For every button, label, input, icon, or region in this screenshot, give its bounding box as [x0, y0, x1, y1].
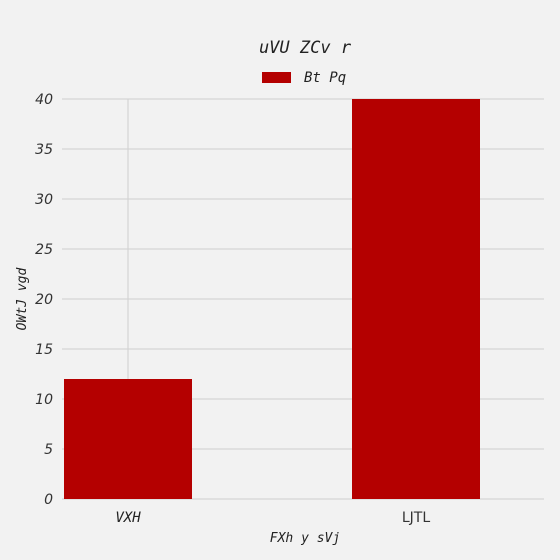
x-axis-label: FXh y sVj — [270, 531, 340, 546]
y-tick-label: 35 — [35, 142, 53, 158]
y-tick-label: 0 — [44, 492, 53, 508]
x-axis-ticks: VXH LJTL — [115, 510, 430, 526]
y-tick-label: 40 — [35, 92, 53, 108]
y-tick-label: 15 — [35, 342, 53, 358]
y-tick-label: 30 — [35, 192, 53, 208]
y-axis-label: OWtJ vgd — [15, 268, 30, 331]
chart-title: uVU ZCv r — [259, 38, 352, 58]
x-tick-label: LJTL — [402, 510, 430, 526]
legend-label: Bt Pq — [304, 70, 346, 86]
legend-swatch — [262, 72, 291, 83]
y-tick-label: 25 — [35, 242, 53, 258]
bar-ljtl — [352, 99, 480, 499]
y-tick-label: 10 — [35, 392, 53, 408]
y-axis-ticks: 0 5 10 15 20 25 30 35 40 — [35, 92, 53, 508]
y-tick-label: 5 — [44, 442, 53, 458]
legend: Bt Pq — [262, 70, 346, 86]
x-tick-label: VXH — [115, 510, 141, 526]
bar-vxh — [64, 379, 192, 499]
bars — [64, 99, 480, 499]
y-tick-label: 20 — [35, 292, 53, 308]
